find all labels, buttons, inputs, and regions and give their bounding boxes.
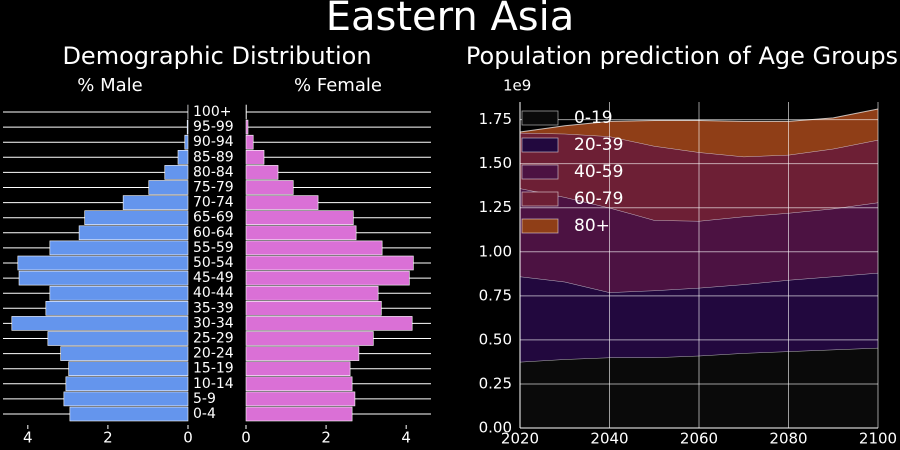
y-tick-label: 1.25	[479, 198, 512, 216]
x-tick-label: 0	[183, 429, 193, 447]
age-label: 55-59	[193, 240, 234, 256]
bar	[245, 255, 414, 271]
bar	[63, 391, 189, 407]
bar	[245, 285, 379, 301]
age-label: 30-34	[193, 315, 234, 331]
bar	[122, 195, 189, 210]
legend-label: 80+	[574, 216, 610, 236]
x-tick-label: 4	[401, 429, 411, 447]
legend-swatch	[521, 164, 559, 180]
bar	[184, 134, 189, 150]
x-tick-label: 2060	[680, 430, 718, 448]
legend-label: 0-19	[574, 108, 613, 128]
age-label: 40-44	[193, 285, 234, 301]
bar	[245, 210, 354, 225]
bar	[245, 346, 360, 361]
pyramid-title: Demographic Distribution	[62, 42, 371, 70]
age-label: 10-14	[193, 376, 234, 392]
y-tick-label: 0.25	[479, 374, 512, 392]
y-tick-label: 0.00	[479, 419, 512, 437]
age-label: 35-39	[193, 300, 234, 316]
bar	[245, 406, 353, 422]
bar	[245, 119, 249, 135]
bar	[245, 361, 351, 377]
bar	[245, 180, 294, 195]
female-title: % Female	[294, 75, 382, 96]
bar	[18, 270, 189, 286]
x-tick-label: 2040	[590, 430, 628, 448]
bar	[245, 270, 410, 286]
bar	[148, 180, 189, 195]
bar	[11, 316, 189, 331]
age-label: 65-69	[193, 210, 234, 226]
bar	[245, 165, 279, 180]
age-label: 50-54	[193, 255, 234, 271]
male-title: % Male	[77, 75, 142, 96]
age-label: 100+	[193, 104, 231, 120]
bar	[245, 376, 353, 392]
age-label: 85-89	[193, 149, 234, 165]
bar	[17, 255, 189, 271]
age-label: 25-29	[193, 331, 234, 347]
legend-swatch	[521, 218, 559, 234]
legend-label: 20-39	[574, 135, 623, 155]
age-label: 60-64	[193, 225, 234, 241]
y-tick-label: 1.50	[479, 154, 512, 172]
bar	[245, 316, 413, 331]
bar	[245, 240, 383, 256]
y-offset-label: 1e9	[503, 77, 531, 95]
bar	[45, 300, 189, 316]
bar	[68, 361, 189, 377]
legend-swatch	[521, 137, 559, 153]
x-tick-label: 2	[321, 429, 331, 447]
bar	[69, 406, 189, 422]
age-label: 0-4	[193, 406, 216, 422]
x-tick-label: 0	[241, 429, 251, 447]
bar	[177, 150, 189, 165]
age-label: 75-79	[193, 180, 234, 196]
x-tick-label: 2100	[859, 430, 897, 448]
y-tick-label: 0.50	[479, 330, 512, 348]
bar	[245, 195, 319, 210]
y-tick-label: 1.00	[479, 242, 512, 260]
age-label: 90-94	[193, 134, 234, 150]
bar	[49, 240, 189, 256]
legend-label: 60-79	[574, 189, 623, 209]
bar	[78, 225, 189, 241]
bar	[245, 300, 382, 316]
legend-swatch	[521, 191, 559, 207]
bar	[245, 225, 357, 241]
legend-swatch	[521, 110, 559, 126]
x-tick-label: 4	[23, 429, 33, 447]
legend-label: 40-59	[574, 162, 623, 182]
area-title: Population prediction of Age Groups	[466, 42, 898, 70]
age-label: 95-99	[193, 119, 234, 135]
figure-title: Eastern Asia	[326, 0, 575, 40]
bar	[60, 346, 189, 361]
age-label: 20-24	[193, 346, 234, 362]
age-label: 45-49	[193, 270, 234, 286]
bar	[49, 285, 189, 301]
bar	[47, 331, 189, 346]
x-tick-label: 2	[103, 429, 113, 447]
bar	[245, 150, 265, 165]
bar	[164, 165, 189, 180]
bar	[65, 376, 189, 392]
bar	[245, 331, 374, 346]
x-tick-label: 2020	[501, 430, 539, 448]
age-label: 15-19	[193, 361, 234, 377]
y-tick-label: 0.75	[479, 286, 512, 304]
age-label: 80-84	[193, 164, 234, 180]
bar	[186, 119, 189, 135]
bar	[245, 391, 356, 407]
age-label: 5-9	[193, 391, 216, 407]
age-label: 70-74	[193, 195, 234, 211]
bar	[84, 210, 189, 225]
y-tick-label: 1.75	[479, 110, 512, 128]
bar	[245, 134, 254, 150]
x-tick-label: 2080	[769, 430, 807, 448]
